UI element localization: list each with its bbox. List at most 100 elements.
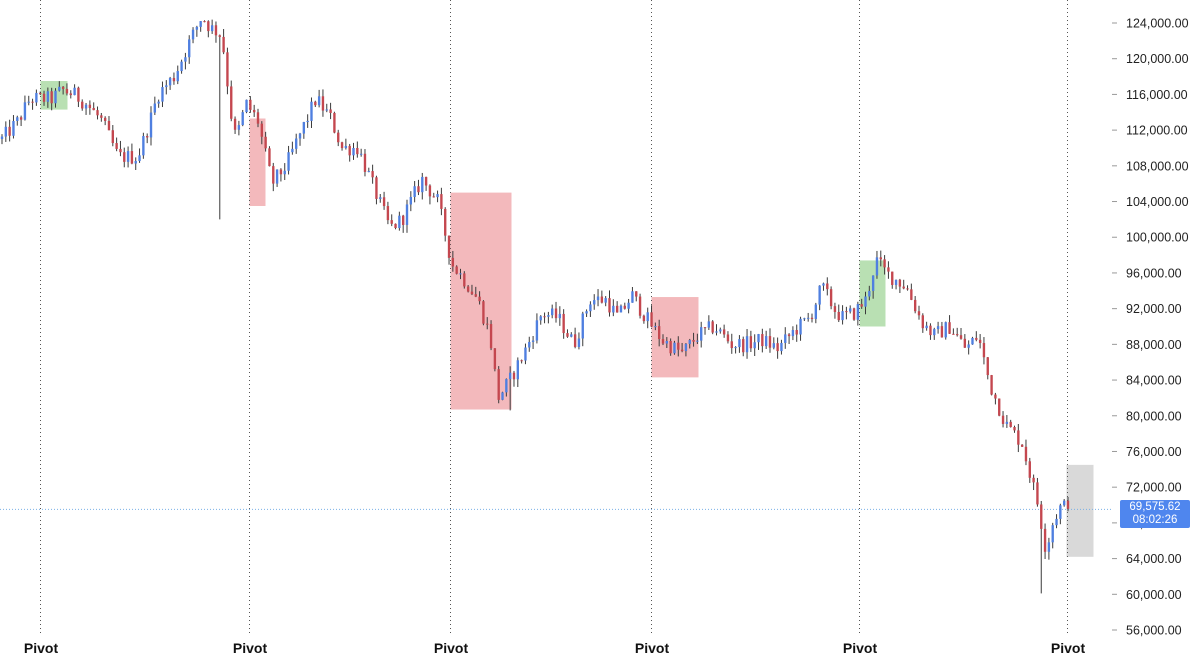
candle	[1001, 411, 1005, 428]
candle	[913, 296, 917, 314]
price-axis[interactable]: 124,000.00 120,000.00 116,000.00 112,000.00…	[1112, 17, 1189, 638]
candle	[879, 250, 882, 267]
candle	[554, 301, 558, 323]
candle	[623, 302, 626, 310]
candle	[363, 149, 367, 177]
candle	[612, 299, 615, 317]
candle	[459, 268, 462, 280]
y-tick-label: 100,000.00	[1126, 231, 1189, 245]
candle-body-up	[149, 112, 153, 138]
candle	[31, 98, 34, 110]
candle-body-down	[902, 286, 905, 289]
candle-body-down	[600, 296, 604, 303]
candle-body-down	[401, 215, 405, 225]
candle	[8, 119, 11, 142]
candle	[489, 320, 493, 351]
candle-body-down	[333, 112, 336, 133]
candle-body-down	[19, 117, 23, 120]
candle-body-down	[119, 148, 122, 153]
candle	[856, 301, 860, 326]
candle-body-up	[310, 101, 313, 121]
candle-body-up	[696, 340, 699, 342]
candle-body-down	[340, 142, 344, 149]
candle-body-down	[493, 348, 497, 370]
candle-body-down	[1024, 446, 1028, 462]
candle-body-down	[42, 93, 46, 102]
candle-body-up	[54, 90, 57, 104]
candle-body-down	[1017, 430, 1020, 445]
candle	[130, 143, 134, 165]
candle	[226, 47, 229, 95]
candle-body-down	[489, 324, 493, 349]
candle	[272, 162, 275, 192]
candle	[1013, 425, 1016, 433]
y-tick-label: 116,000.00	[1126, 88, 1188, 102]
candle	[680, 342, 684, 353]
candle-body-down	[657, 326, 661, 340]
candle-body-down	[898, 279, 902, 287]
candle-body-up	[306, 120, 309, 123]
candle-body-up	[581, 313, 584, 339]
pivot-label-4: Pivot	[635, 640, 670, 656]
candle	[111, 125, 114, 147]
candle	[975, 331, 978, 342]
candle	[1005, 415, 1009, 428]
candle	[539, 315, 542, 325]
candle-body-up	[875, 257, 879, 276]
candle	[23, 95, 27, 121]
candle-body-down	[749, 336, 753, 349]
candle-body-up	[317, 96, 321, 106]
candle-body-up	[142, 136, 145, 156]
candle	[978, 334, 982, 349]
candle	[291, 141, 294, 155]
last-price-badge: 69,575.62 08:02:26	[1120, 499, 1190, 528]
candle-body-down	[230, 86, 233, 119]
candle-body-up	[596, 296, 600, 301]
candle-body-up	[791, 329, 795, 337]
candle-body-up	[275, 169, 279, 184]
candle-body-down	[852, 308, 856, 320]
candle-body-down	[81, 101, 84, 109]
candle-body-down	[703, 327, 707, 329]
candle-body-down	[959, 335, 963, 339]
candle-body-up	[547, 315, 550, 317]
gray-zone-6	[1066, 464, 1094, 557]
candle	[516, 357, 519, 388]
candle-body-down	[1009, 421, 1012, 428]
candle-body-down	[722, 329, 726, 335]
candle-body-down	[826, 283, 829, 290]
candle	[268, 146, 271, 167]
candle-body-up	[753, 342, 756, 349]
candle	[593, 294, 596, 310]
candle	[829, 286, 833, 310]
candle-body-up	[245, 99, 248, 113]
candle	[967, 340, 970, 355]
candle-body-down	[8, 126, 11, 136]
candle-body-down	[474, 294, 477, 297]
candle-body-down	[222, 36, 225, 53]
candle	[512, 370, 516, 387]
candle	[860, 298, 863, 309]
candle-body-down	[107, 120, 111, 131]
candle	[1028, 457, 1031, 483]
candle	[0, 134, 4, 145]
candle	[818, 285, 821, 311]
candle-body-down	[390, 220, 393, 224]
candle-body-up	[413, 186, 416, 197]
candle	[27, 95, 30, 106]
candle	[787, 333, 791, 344]
candle	[149, 106, 153, 146]
candle-body-down	[986, 357, 989, 376]
candle-body-up	[933, 329, 936, 336]
candle	[1059, 503, 1062, 525]
candles-layer	[0, 19, 1070, 594]
candle	[768, 328, 772, 353]
candle	[317, 89, 321, 108]
candle-body-down	[1028, 461, 1031, 478]
candle	[642, 314, 646, 324]
candle	[237, 120, 241, 136]
zones-layer	[40, 81, 1094, 557]
candle-body-down	[891, 271, 894, 285]
